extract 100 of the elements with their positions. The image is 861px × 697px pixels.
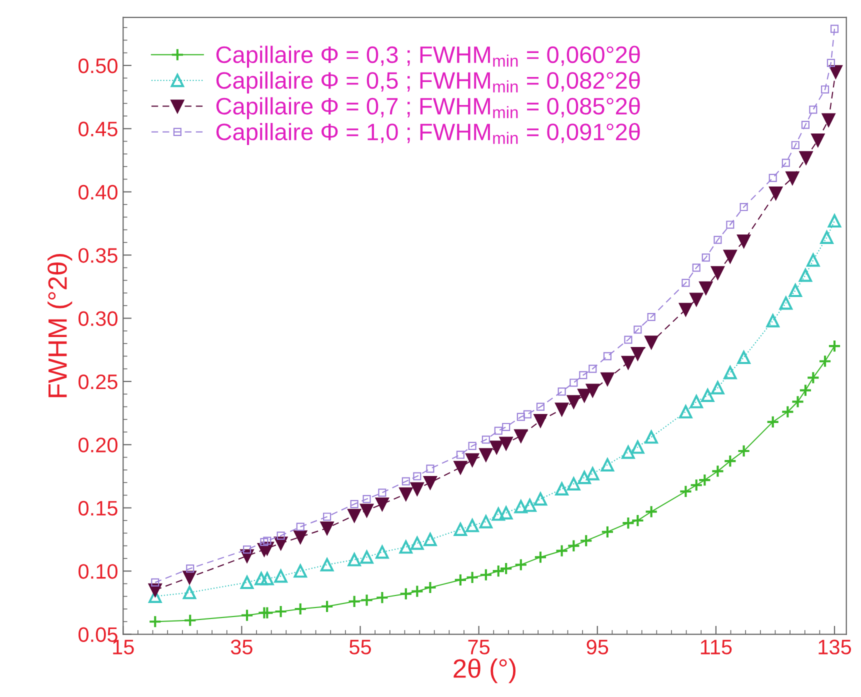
point (399, 587, 412, 600)
x-tick-label: 55 (350, 640, 371, 654)
point (320, 521, 334, 535)
point (699, 281, 712, 295)
legend-label: Capillaire Φ = 0,3 ; FWHM$_{min}$ = 0,060°2θ (216, 46, 640, 68)
point (644, 430, 658, 444)
point (186, 564, 194, 573)
point (622, 356, 635, 370)
point (555, 482, 568, 496)
y-tick-label: 0.50 (78, 58, 118, 74)
point (479, 568, 493, 582)
point (811, 133, 825, 147)
y-axis-title: FWHM (°2θ) (48, 254, 72, 398)
point (801, 120, 810, 129)
y-tick-label: 0.35 (78, 248, 118, 263)
point (320, 600, 334, 614)
legend-label: Capillaire Φ = 0,7 ; FWHM$_{min}$ = 0,085°2θ (216, 97, 640, 120)
point (514, 500, 528, 514)
point (682, 278, 690, 287)
point (782, 158, 790, 167)
point (479, 448, 493, 462)
point (768, 174, 777, 182)
point (514, 429, 528, 442)
point (634, 326, 642, 334)
point (631, 347, 644, 360)
point (828, 214, 842, 228)
point (679, 302, 692, 316)
point (378, 488, 386, 497)
point (350, 500, 358, 508)
point (818, 354, 832, 368)
point (726, 220, 734, 229)
point (558, 388, 566, 396)
point (492, 508, 505, 521)
point (724, 366, 737, 380)
point (424, 580, 437, 594)
point (276, 532, 285, 540)
x-tick-label: 95 (586, 640, 608, 654)
point (240, 608, 254, 622)
point (567, 539, 580, 552)
point (724, 454, 737, 468)
point (690, 292, 703, 306)
point (702, 254, 710, 262)
point (711, 266, 724, 280)
point (274, 604, 288, 618)
point (737, 444, 750, 458)
point (260, 572, 274, 586)
x-tick-label: 115 (700, 640, 732, 654)
point (240, 576, 254, 590)
point (482, 436, 490, 444)
y-tick-label: 0.05 (78, 627, 118, 642)
point (360, 504, 374, 517)
point (479, 515, 493, 528)
point (454, 460, 468, 474)
point (182, 570, 196, 584)
point (828, 339, 842, 353)
point (360, 550, 374, 564)
point (644, 336, 658, 349)
point (426, 464, 434, 473)
point (580, 534, 593, 548)
point (622, 516, 635, 530)
legend-label: Capillaire Φ = 0,5 ; FWHM$_{min}$ = 0,082°2θ (216, 71, 640, 94)
point (410, 482, 424, 496)
point (622, 446, 635, 459)
point (701, 388, 714, 402)
y-tick-label: 0.40 (78, 184, 118, 200)
point (454, 522, 468, 536)
point (523, 498, 536, 512)
point (820, 85, 830, 94)
point (737, 234, 750, 248)
point (410, 536, 424, 550)
point (348, 553, 361, 566)
point (809, 106, 818, 114)
point (254, 572, 268, 586)
point (711, 464, 724, 478)
point (555, 544, 568, 558)
point (588, 364, 597, 373)
y-tick-label: 0.20 (78, 438, 118, 452)
point (779, 296, 792, 310)
point (523, 410, 532, 418)
point (294, 602, 307, 616)
point (737, 350, 750, 364)
point (631, 514, 644, 528)
point (348, 594, 361, 608)
y-tick-label: 0.30 (78, 311, 118, 326)
point (514, 558, 528, 572)
point (567, 395, 580, 408)
point (826, 58, 835, 67)
point (376, 497, 389, 511)
y-tick-label: 0.15 (78, 500, 118, 516)
point (690, 395, 703, 408)
x-tick-label: 135 (818, 640, 852, 654)
point (781, 405, 794, 418)
point (798, 384, 812, 397)
point (724, 250, 737, 263)
point (647, 312, 656, 322)
point (570, 378, 578, 387)
point (766, 314, 780, 328)
y-tick-label: 0.10 (78, 564, 118, 579)
point (294, 564, 307, 578)
point (362, 494, 371, 504)
